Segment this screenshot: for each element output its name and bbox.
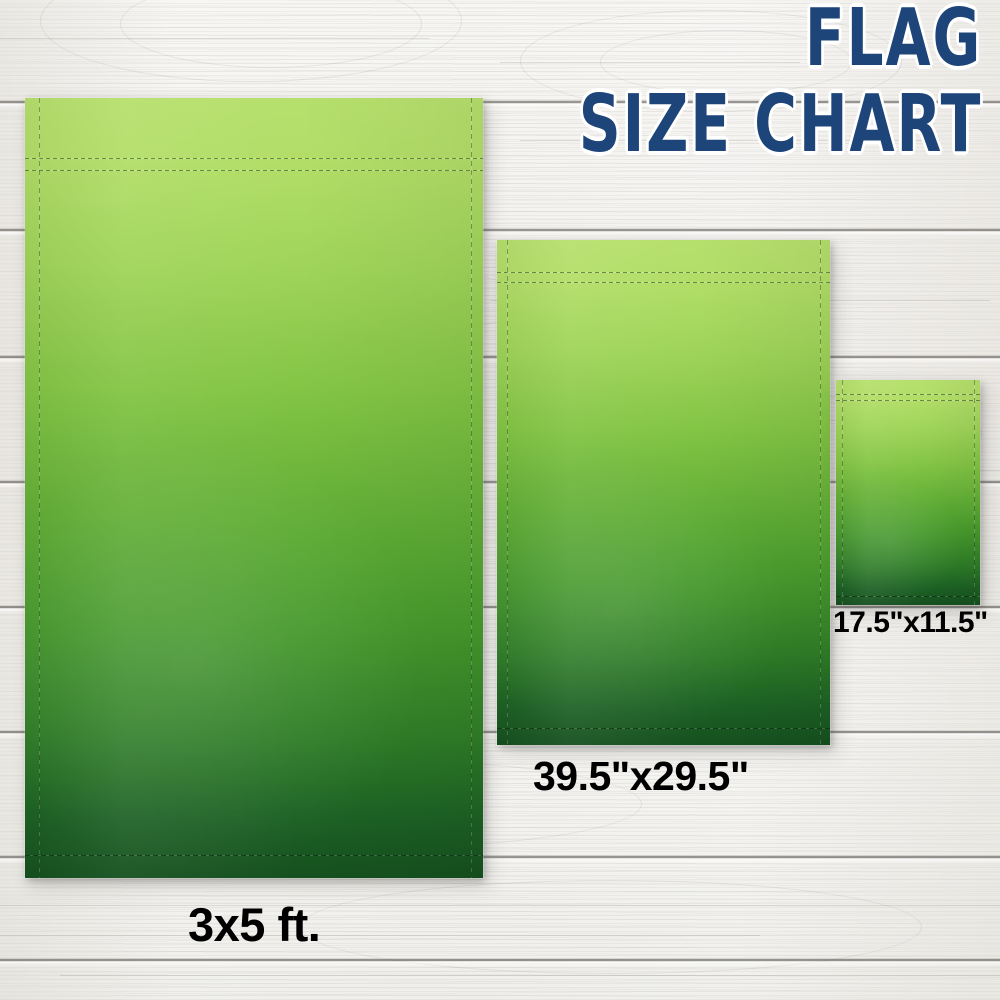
flag-swatch-small — [836, 380, 980, 605]
flag-hem-stitch-right — [974, 380, 975, 605]
flag-swatch-large — [25, 98, 483, 878]
flag-hem-stitch-left — [39, 98, 40, 878]
flag-header-stitch-upper — [25, 158, 483, 159]
flag-hem-stitch-bottom — [25, 855, 483, 856]
flag-hem-stitch-bottom — [497, 728, 830, 729]
flag-hem-stitch-right — [471, 98, 472, 878]
flag-header-stitch-upper — [836, 394, 980, 395]
flag-hem-stitch-left — [842, 380, 843, 605]
flag-header-stitch-lower — [497, 282, 830, 283]
flag-hem-stitch-left — [507, 240, 508, 745]
flag-header-stitch-lower — [25, 170, 483, 171]
flag-hem-stitch-bottom — [836, 596, 980, 597]
flag-swatch-medium — [497, 240, 830, 745]
flag-hem-stitch-right — [820, 240, 821, 745]
flag-header-stitch-upper — [497, 272, 830, 273]
flag-header-stitch-lower — [836, 400, 980, 401]
